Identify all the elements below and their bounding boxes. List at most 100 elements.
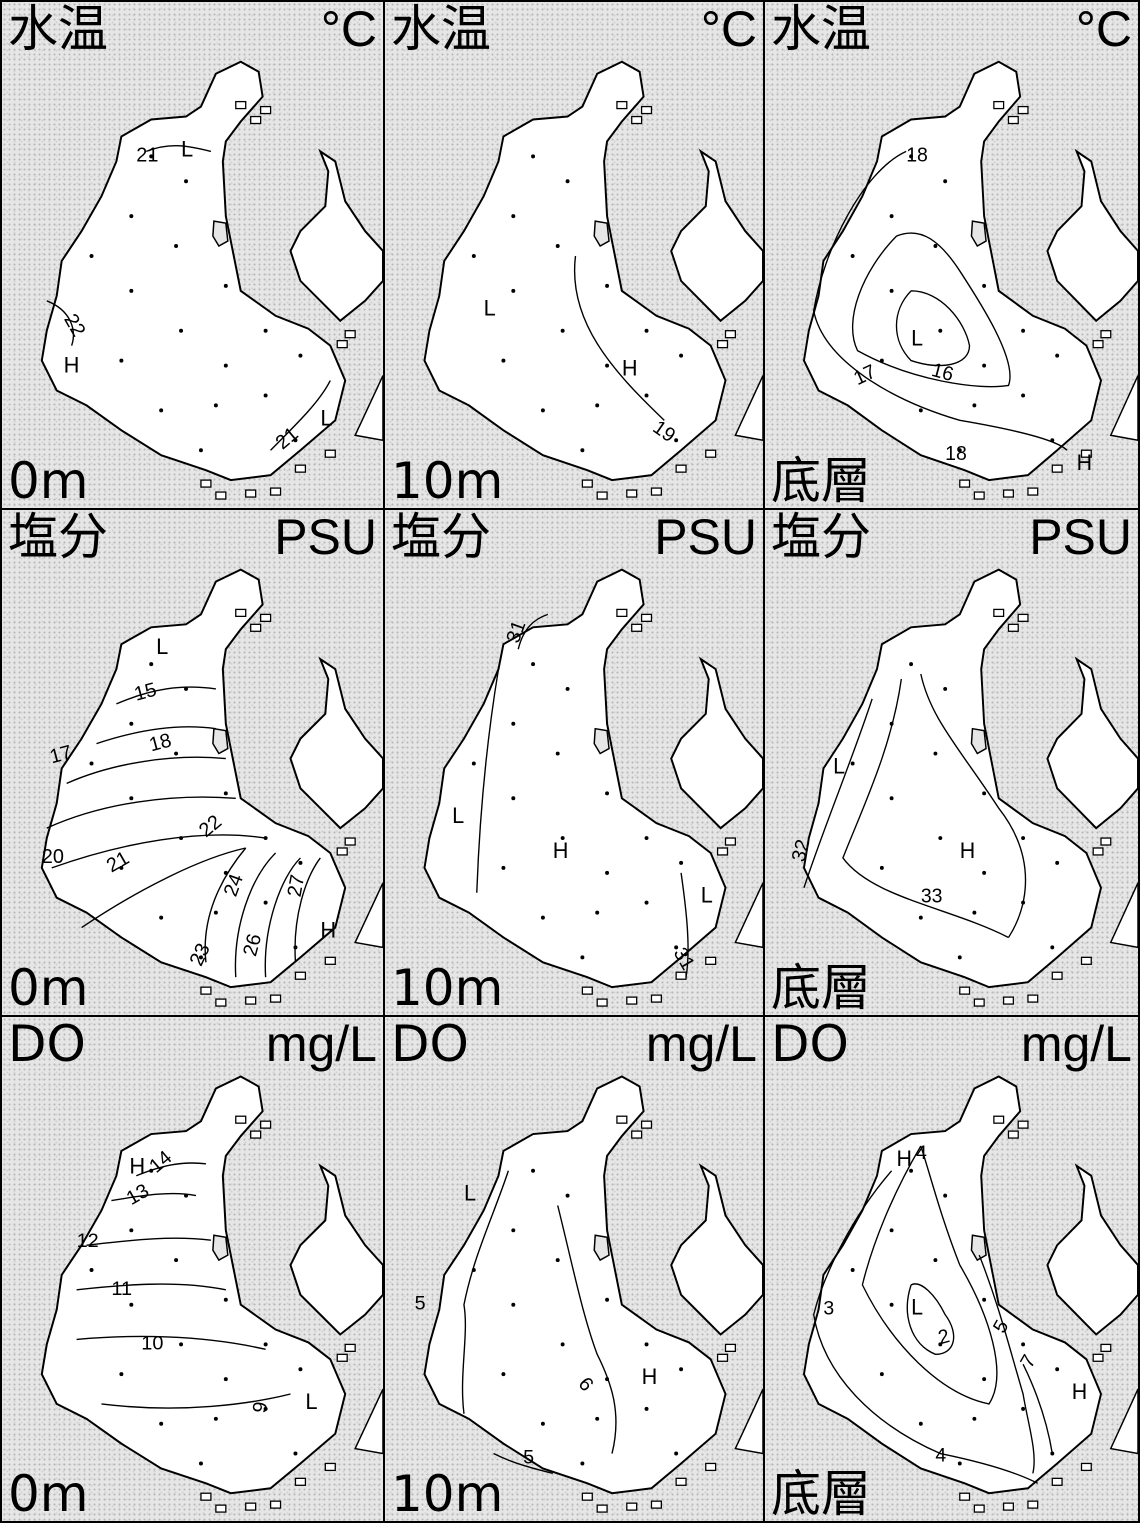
station-dot xyxy=(174,751,179,756)
islet xyxy=(716,847,729,856)
panel-depth: 0m xyxy=(8,452,89,510)
islet xyxy=(250,1130,262,1139)
panel-depth: 0m xyxy=(8,959,89,1017)
islet xyxy=(1027,487,1039,496)
islet xyxy=(324,449,336,458)
contour-line xyxy=(813,150,1068,451)
station-dot xyxy=(644,1342,649,1347)
map-panel-sal-10m: 31 31 L H L 塩分 PSU 10m xyxy=(383,508,765,1017)
islet xyxy=(259,105,272,115)
island xyxy=(970,1234,987,1262)
contour-line xyxy=(895,290,971,367)
islet xyxy=(716,340,729,349)
station-dot xyxy=(560,1342,565,1347)
spit xyxy=(354,882,383,949)
station-dot xyxy=(293,438,298,443)
contour-line xyxy=(96,726,216,745)
station-dot xyxy=(1021,1342,1026,1347)
station-dot xyxy=(501,1372,506,1377)
islet xyxy=(1027,1500,1039,1509)
islet xyxy=(581,986,593,995)
islet xyxy=(1051,1477,1063,1486)
contour-line xyxy=(111,1192,197,1202)
station-dot xyxy=(501,358,506,363)
station-dot xyxy=(972,403,977,408)
station-dot xyxy=(918,1421,923,1426)
panel-unit: PSU xyxy=(654,509,757,565)
island xyxy=(593,220,610,248)
contour-label: 4 xyxy=(935,1444,946,1466)
islet xyxy=(200,479,212,488)
contour-label: 20 xyxy=(42,846,64,868)
contour-line xyxy=(812,1170,1038,1484)
islet xyxy=(631,623,643,632)
station-dot xyxy=(501,865,506,870)
islet xyxy=(269,487,282,496)
contour-line xyxy=(270,380,331,451)
islet xyxy=(336,1353,348,1362)
islet xyxy=(1002,489,1014,498)
contour-line xyxy=(51,834,266,869)
contour-label: 18 xyxy=(945,443,967,465)
islet xyxy=(324,956,336,965)
high-marker: H xyxy=(960,838,975,863)
panel-depth: 0m xyxy=(8,1465,89,1523)
islet xyxy=(235,100,247,110)
panel-variable: 塩分 xyxy=(391,508,491,566)
station-dot xyxy=(644,393,649,398)
contour-line xyxy=(264,857,301,978)
station-dot xyxy=(850,761,855,766)
islet xyxy=(215,998,227,1007)
contour-line xyxy=(573,255,665,421)
station-dot xyxy=(565,686,570,691)
islet xyxy=(650,994,662,1003)
contour-line xyxy=(86,1237,211,1246)
station-dot xyxy=(531,1168,536,1173)
islet xyxy=(626,1502,638,1511)
station-dot xyxy=(198,1461,203,1466)
contour-label: 11 xyxy=(111,1278,132,1300)
station-dot xyxy=(511,721,516,726)
station-dot xyxy=(644,328,649,333)
islet xyxy=(993,100,1005,110)
islet xyxy=(344,330,356,339)
contour-line xyxy=(851,232,1011,388)
islet xyxy=(269,1500,282,1509)
station-dot xyxy=(560,328,565,333)
station-dot xyxy=(263,1342,268,1347)
station-dot xyxy=(511,1228,516,1233)
islet xyxy=(640,105,653,115)
station-dot xyxy=(293,1451,298,1456)
islet xyxy=(675,464,687,473)
islet xyxy=(626,996,638,1005)
islet xyxy=(616,608,628,618)
islet xyxy=(596,998,608,1007)
station-dot xyxy=(850,1268,855,1272)
panel-unit: mg/L xyxy=(1020,1016,1132,1072)
panel-depth: 10m xyxy=(391,959,504,1017)
station-dot xyxy=(89,1268,94,1272)
panel-variable: 水温 xyxy=(8,0,108,58)
station-dot xyxy=(850,254,855,258)
islet xyxy=(1007,623,1019,632)
bay-water xyxy=(40,60,347,482)
bay-water xyxy=(423,1075,727,1495)
panel-variable: 水温 xyxy=(391,0,491,58)
station-dot xyxy=(943,179,948,184)
inlet-water xyxy=(670,148,763,323)
island xyxy=(970,727,987,755)
islet xyxy=(1017,613,1029,622)
islet xyxy=(245,996,257,1005)
panel-depth: 底層 xyxy=(771,1465,871,1523)
station-dot xyxy=(679,1367,684,1372)
inlet-water xyxy=(1046,148,1138,323)
station-dot xyxy=(674,945,679,950)
station-dot xyxy=(605,283,610,288)
island xyxy=(212,1234,229,1262)
islet xyxy=(235,608,247,618)
islet xyxy=(1017,105,1029,115)
station-dot xyxy=(679,353,684,358)
